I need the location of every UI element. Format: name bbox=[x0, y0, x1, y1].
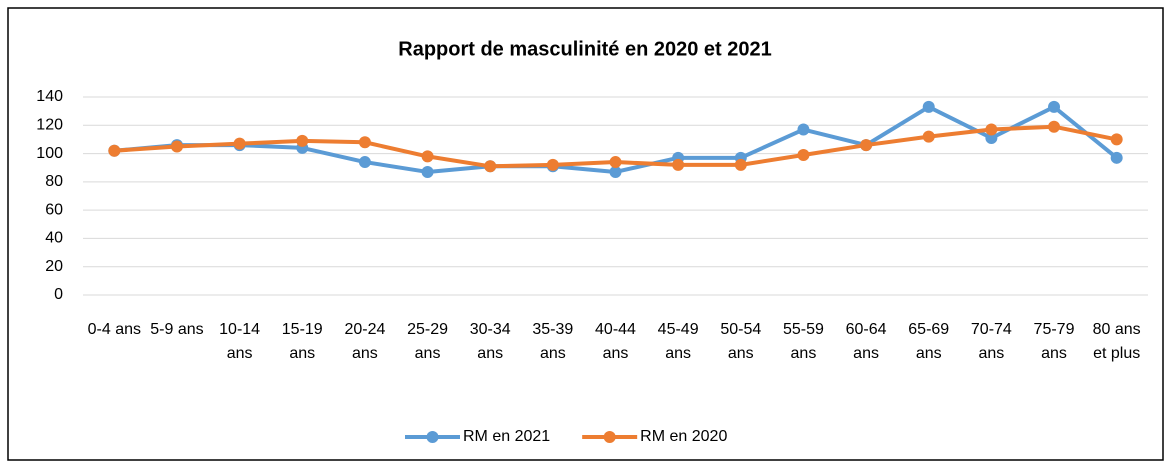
x-tick-label: 0-4 ans bbox=[87, 321, 141, 338]
x-tick-label: 60-64 ans bbox=[845, 321, 887, 362]
x-tick-label: 65-69 ans bbox=[908, 321, 950, 362]
data-point bbox=[672, 158, 685, 171]
x-tick-label: 25-29 ans bbox=[407, 321, 448, 362]
x-tick-label: 20-24 ans bbox=[344, 321, 386, 362]
data-point bbox=[922, 100, 935, 113]
data-point bbox=[546, 158, 559, 171]
data-point bbox=[922, 130, 935, 143]
data-point bbox=[233, 137, 246, 150]
data-point bbox=[985, 123, 998, 136]
data-point bbox=[609, 165, 622, 178]
chart-title: Rapport de masculinité en 2020 et 2021 bbox=[398, 38, 772, 60]
x-tick-label: 75-79 ans bbox=[1033, 321, 1075, 362]
data-point bbox=[170, 140, 183, 153]
legend-label: RM en 2020 bbox=[640, 428, 727, 445]
x-tick-label: 80 ans et plus bbox=[1092, 321, 1141, 362]
data-point bbox=[358, 136, 371, 149]
data-point bbox=[421, 150, 434, 163]
data-point bbox=[797, 148, 810, 161]
x-tick-label: 35-39 ans bbox=[532, 321, 574, 362]
x-tick-label: 40-44 ans bbox=[595, 321, 636, 362]
x-tick-label: 50-54 ans bbox=[720, 321, 762, 362]
x-tick-label: 10-14 ans bbox=[219, 321, 261, 362]
x-tick-label: 15-19 ans bbox=[281, 321, 323, 362]
legend-label: RM en 2021 bbox=[463, 428, 550, 445]
chart-frame bbox=[7, 7, 1164, 461]
x-tick-label: 70-74 ans bbox=[970, 321, 1012, 362]
y-tick-label: 120 bbox=[36, 117, 63, 134]
data-point bbox=[1048, 120, 1061, 133]
y-tick-label: 140 bbox=[36, 88, 63, 105]
legend-marker bbox=[603, 431, 616, 443]
data-point bbox=[1048, 100, 1061, 113]
legend-marker bbox=[426, 431, 439, 443]
y-tick-label: 20 bbox=[45, 258, 63, 275]
x-tick-label: 45-49 ans bbox=[657, 321, 699, 362]
data-point bbox=[609, 156, 622, 169]
data-point bbox=[1110, 133, 1123, 146]
data-point bbox=[1110, 151, 1123, 164]
data-point bbox=[860, 139, 873, 152]
y-tick-label: 80 bbox=[45, 173, 63, 190]
x-tick-label: 5-9 ans bbox=[150, 321, 204, 338]
data-point bbox=[734, 158, 747, 171]
y-tick-label: 100 bbox=[36, 145, 63, 162]
y-tick-label: 60 bbox=[45, 201, 63, 218]
data-point bbox=[358, 156, 371, 169]
x-tick-label: 30-34 ans bbox=[469, 321, 511, 362]
data-point bbox=[797, 123, 810, 136]
data-point bbox=[484, 160, 497, 173]
x-tick-label: 55-59 ans bbox=[782, 321, 824, 362]
data-point bbox=[108, 144, 121, 157]
data-point bbox=[421, 165, 434, 178]
data-point bbox=[985, 132, 998, 145]
y-tick-label: 40 bbox=[45, 230, 63, 247]
y-tick-label: 0 bbox=[54, 286, 63, 303]
data-point bbox=[296, 134, 309, 147]
